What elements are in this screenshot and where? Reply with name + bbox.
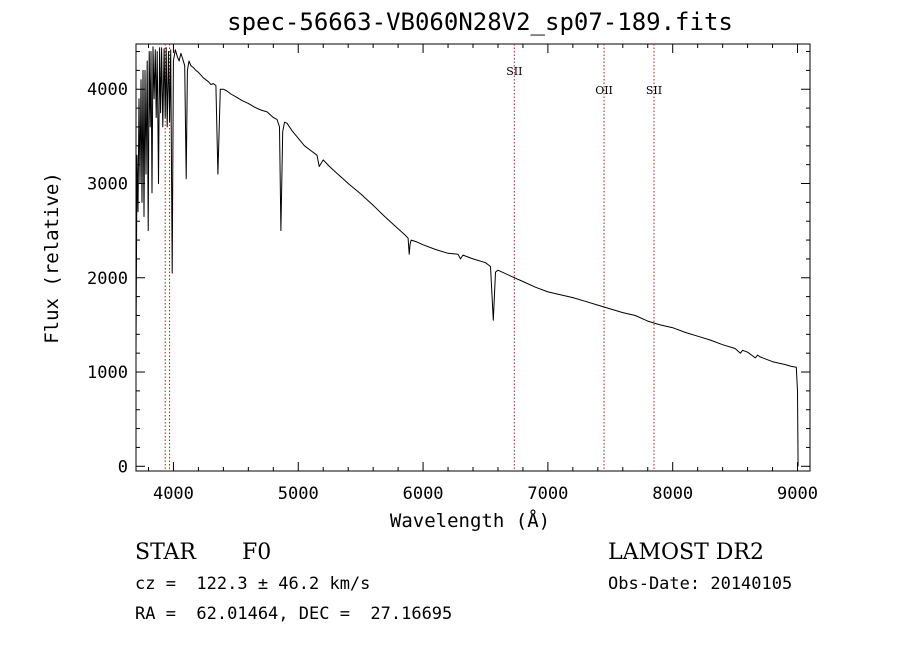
survey-name: LAMOST DR2 [608,540,764,565]
spectral-subclass: F0 [242,540,272,565]
spectral-line-label: OII [595,84,613,97]
y-tick-label: 3000 [87,175,128,195]
plot-frame [135,43,811,472]
redshift-value: cz = 122.3 ± 46.2 km/s [135,574,371,594]
x-tick-label: 4000 [153,484,194,504]
x-tick-label: 6000 [403,484,444,504]
y-tick-label: 0 [118,457,128,477]
y-axis-label: Flux (relative) [41,172,63,344]
spectrum-line [135,46,799,467]
x-tick-label: 8000 [652,484,693,504]
observation-date: Obs-Date: 20140105 [608,574,793,594]
x-tick-label: 5000 [278,484,319,504]
sky-coordinates: RA = 62.01464, DEC = 27.16695 [135,604,453,624]
spectral-line-label: SII [506,65,522,78]
x-tick-label: 9000 [777,484,818,504]
y-tick-label: 2000 [87,269,128,289]
x-axis-label: Wavelength (Å) [389,510,551,532]
y-tick-label: 1000 [87,363,128,383]
y-tick-label: 4000 [87,80,128,100]
x-tick-label: 7000 [527,484,568,504]
chart-title: spec-56663-VB060N28V2_sp07-189.fits [227,8,733,36]
spectral-line-label: SII [646,84,662,97]
object-class: STAR [135,540,196,565]
